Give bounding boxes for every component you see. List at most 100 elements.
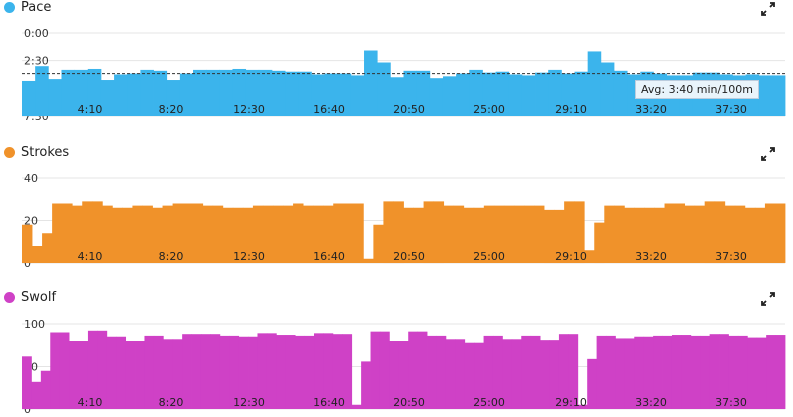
bar [202,205,214,263]
bar [574,71,589,116]
bar [714,201,726,264]
bar [48,79,62,116]
bar [61,69,76,116]
swolf-expand-icon[interactable] [761,292,775,306]
bar [342,334,353,409]
swolf-title-text: Swolf [21,290,57,305]
x-tick-label: 20:50 [393,250,425,263]
bar [614,205,625,263]
bar [258,69,273,116]
x-tick-label: 12:30 [233,396,265,409]
bar [311,74,325,116]
bar [634,336,645,409]
bar [390,77,404,116]
bar [210,334,221,409]
x-tick-label: 8:20 [159,103,184,116]
bar [114,74,128,116]
bar [257,333,268,409]
bar [42,233,53,263]
bar [709,334,720,409]
bar [140,69,154,116]
strokes-expand-icon[interactable] [761,147,775,161]
bar [694,205,706,263]
bar [568,334,579,409]
bar [429,78,444,116]
bar [35,66,49,116]
bar [304,335,315,409]
bar [153,70,168,116]
bar [408,331,419,409]
pace-expand-icon[interactable] [761,2,775,16]
bar [483,335,494,409]
strokes-panel: Strokes 40 20 0 4:10 8:20 12:30 16:40 20:50 25:0… [0,145,793,270]
bar [332,334,343,409]
bar [87,68,102,116]
bar [493,205,505,263]
bar [219,69,233,116]
y-tick-label: 40 [24,172,38,185]
bar [417,331,428,409]
bar [700,335,711,409]
bar [654,207,665,263]
bar [549,340,560,409]
bar [442,76,457,116]
bar [436,335,447,409]
bar [584,250,595,263]
bar [747,337,758,409]
bar [540,340,550,409]
strokes-legend-dot [4,147,15,158]
bar [644,207,655,263]
swolf-chart: 1005004:108:2012:3016:4020:5025:0029:103… [22,318,786,416]
bar [600,62,615,116]
bar [774,203,786,263]
pace-title: Pace [4,0,51,15]
bar [443,205,455,263]
x-tick-label: 16:40 [313,103,345,116]
x-tick-label: 8:20 [159,250,184,263]
bar [74,69,89,116]
bar [266,333,277,409]
pace-legend-dot [4,2,15,13]
bar [383,201,394,264]
bar [271,70,286,116]
bar [377,62,391,116]
bar [393,201,404,264]
strokes-chart: 40 20 0 4:10 8:20 12:30 16:40 20:50 25:00 29:10 33… [22,172,786,270]
x-tick-label: 25:00 [473,103,505,116]
bar [229,335,240,409]
bar [474,342,484,409]
x-tick-label: 8:20 [159,396,184,409]
bar [364,50,378,116]
bar [166,80,181,116]
bar [530,335,541,409]
bar [416,70,431,116]
bar [370,331,381,409]
bar [222,207,234,263]
bar [78,341,89,409]
bar [285,335,296,409]
bar [719,334,729,409]
bar [613,70,628,116]
bar [681,335,692,409]
x-tick-label: 4:10 [78,103,103,116]
bar [343,203,354,263]
x-tick-label: 33:20 [635,396,667,409]
pace-chart: 0:002:305:007:304:108:2012:3016:4020:502… [22,27,786,123]
bar [361,361,371,409]
bar [212,205,224,263]
bar [22,224,33,263]
bar [125,341,136,409]
x-tick-label: 25:00 [473,250,505,263]
y-tick-label: 20 [24,215,38,228]
x-tick-label: 33:20 [635,103,667,116]
bar [455,339,466,409]
x-tick-label: 37:30 [715,250,747,263]
bar [200,334,211,409]
bar [766,335,776,409]
y-tick-label: 0 [24,403,31,416]
bar [313,205,324,263]
bar [295,335,305,409]
bar [238,336,249,409]
bar [323,333,334,409]
bar [662,335,673,409]
